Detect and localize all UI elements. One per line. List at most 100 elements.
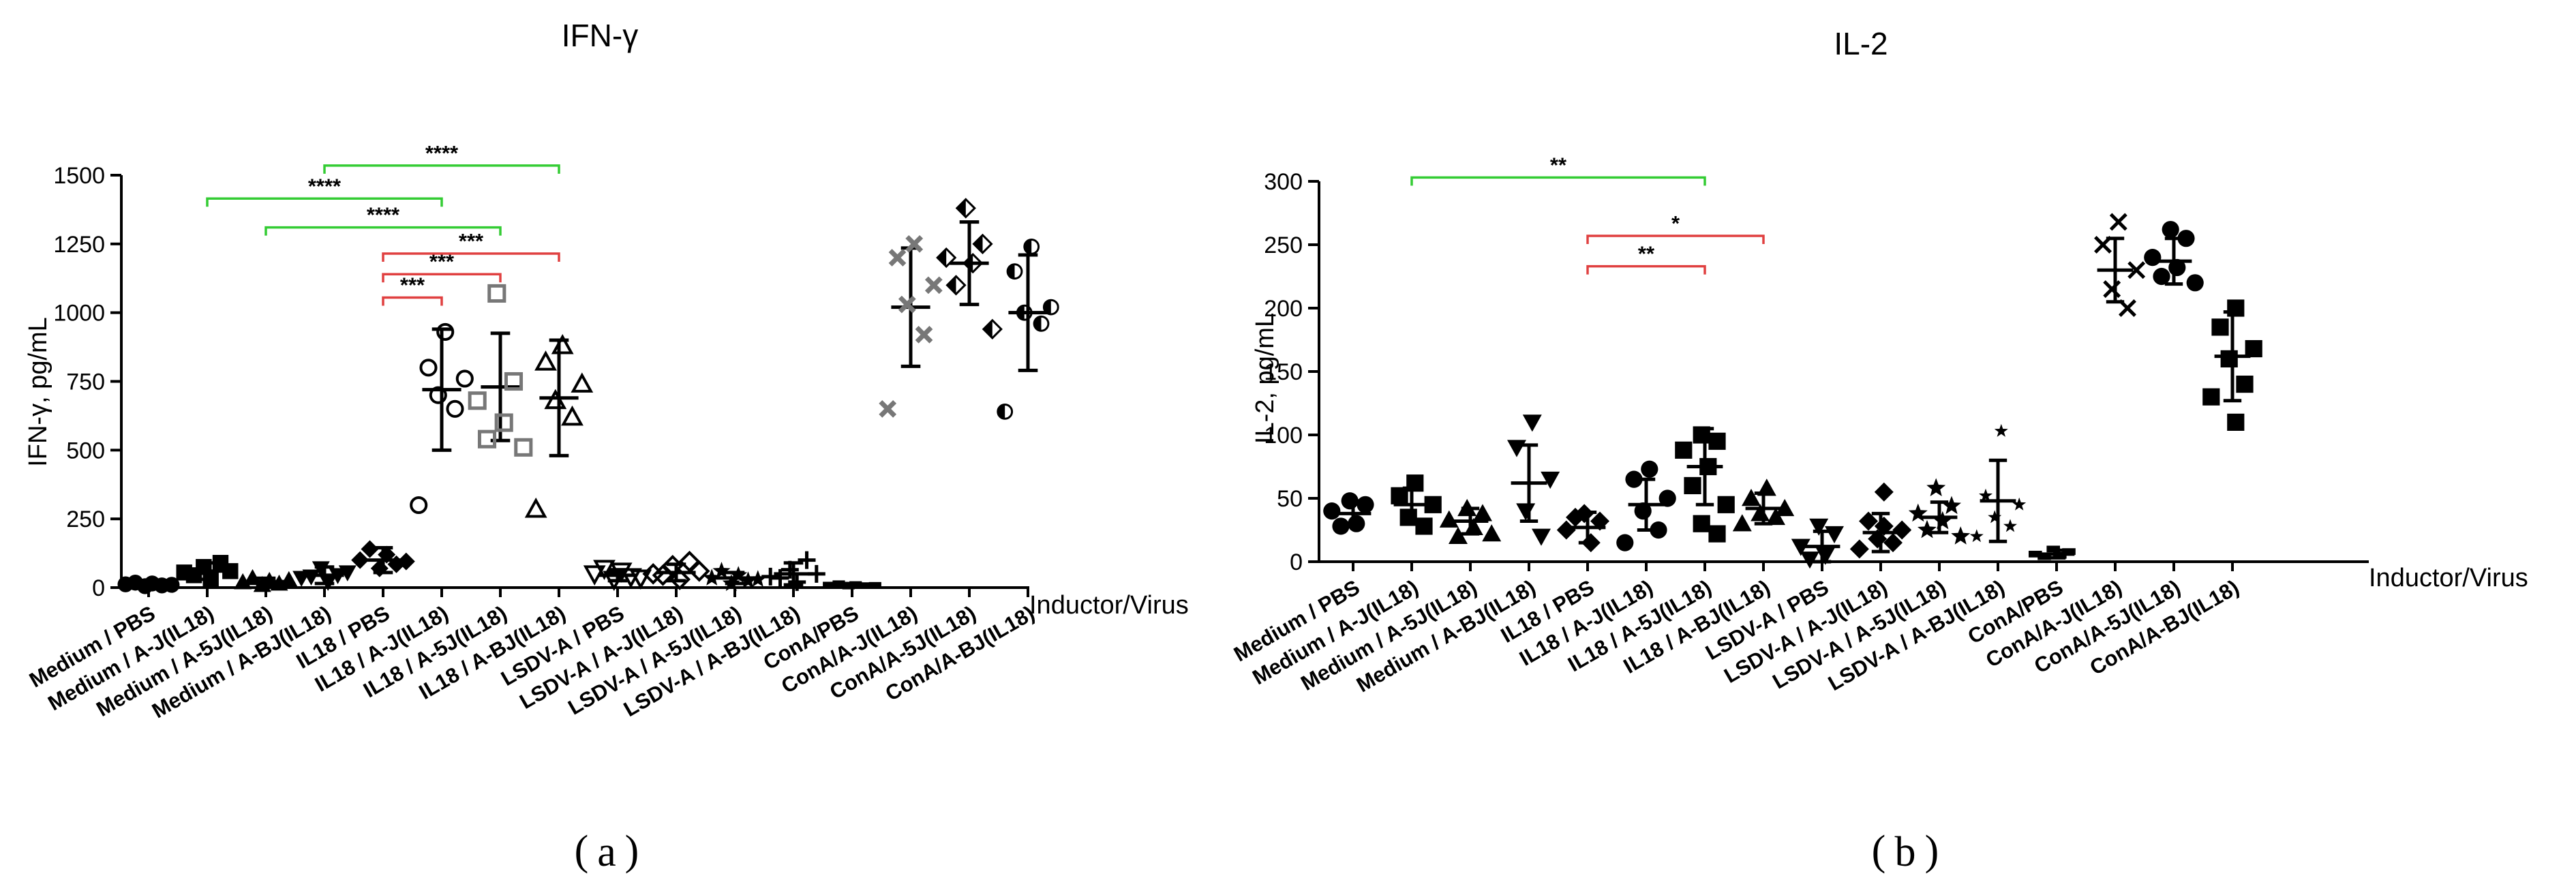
panel-b-data-point (1532, 528, 1551, 546)
panel-b-data-point (2103, 280, 2121, 299)
panel-b-data-point (2127, 261, 2146, 279)
panel-b-data-point (1341, 492, 1359, 510)
panel-b-y-tick-label: 300 (1264, 169, 1303, 195)
panel-a-data-point (849, 581, 862, 588)
panel-b-data-point (2062, 548, 2076, 556)
panel-a-data-point (446, 399, 464, 418)
panel-a-data-point (410, 496, 428, 515)
panel-a-data-point-fill (964, 254, 973, 273)
panel-b-data-point (2119, 299, 2136, 317)
panel-a-label-paren-open: ( (575, 828, 589, 874)
panel-a-data-point (279, 571, 298, 588)
panel-a-data-point (504, 372, 524, 391)
panel-b-data-point (2037, 553, 2051, 560)
panel-b-data-point (1449, 526, 1468, 544)
panel-b-data-point (1918, 519, 1937, 539)
panel-b-data-point (2202, 388, 2220, 406)
panel-a-y-tick-label: 500 (66, 438, 105, 464)
panel-a-data-point (729, 566, 748, 583)
panel-b-y-tick-label: 150 (1264, 359, 1303, 385)
panel-b-data-point (2046, 545, 2060, 553)
panel-a-data-point (534, 350, 557, 371)
panel-a-data-point (144, 575, 160, 592)
panel-b-data-point (2227, 299, 2245, 317)
panel-a-label: a (597, 829, 616, 875)
panel-a-data-point (243, 569, 262, 586)
panel-b-data-point (1464, 517, 1483, 535)
panel-a-y-tick-label: 0 (92, 575, 105, 601)
panel-a-data-point (832, 580, 845, 587)
panel-a-data-point-fill (1044, 300, 1051, 314)
panel-a-label-paren-close: ) (625, 828, 639, 874)
panel-b-label: b (1895, 829, 1916, 875)
panel-b-data-point (2177, 230, 2195, 247)
panel-b-data-point (1815, 547, 1835, 565)
panel-b-data-point (2012, 497, 2027, 511)
panel-b-data-point (1634, 502, 1652, 520)
panel-a-data-point (888, 249, 907, 267)
panel-a-data-point (798, 551, 816, 569)
panel-a-y-axis-label: IFN-γ, pg/mL (24, 317, 52, 467)
panel-a-data-point (127, 575, 144, 591)
panel-a-data-point (329, 568, 347, 584)
panel-a-data-point (361, 540, 379, 558)
panel-b-label-paren-open: ( (1872, 828, 1886, 874)
panel-a-y-tick-label: 1000 (53, 301, 105, 327)
panel-b-data-point (1507, 440, 1526, 457)
panel-b-data-point (1684, 476, 1701, 494)
panel-b-y-axis-label: IL-2, pg/mL (1251, 313, 1279, 444)
panel-a-data-point (260, 571, 279, 588)
panel-b-data-point (1874, 482, 1894, 502)
panel-a-significance-bracket (382, 252, 560, 262)
panel-a-data-point (678, 550, 701, 573)
panel-b-y-tick-label: 50 (1277, 486, 1303, 512)
panel-a-data-point (842, 583, 855, 590)
panel-b-data-point (1699, 457, 1717, 476)
panel-b-data-point (1874, 516, 1894, 536)
panel-b-data-point (2153, 267, 2170, 286)
panel-a-data-point (419, 359, 438, 377)
panel-b-il2-chart: IL-2 IL-2, pg/mL Inductor/Virus b ( ) 0 5… (1230, 26, 2528, 875)
panel-a-data-point (351, 551, 369, 569)
panel-a-data-point (781, 560, 799, 579)
panel-a-data-point (879, 399, 897, 418)
panel-a-data-point (669, 569, 691, 590)
panel-a-data-point (561, 405, 584, 426)
panel-a-data-point (378, 545, 396, 564)
panel-b-data-point (2168, 258, 2186, 277)
panel-b-data-point (1742, 489, 1761, 506)
panel-a-data-point (468, 391, 487, 410)
panel-a-data-point-fill (1017, 305, 1025, 320)
panel-a-data-point-fill (1024, 239, 1032, 254)
panel-b-data-point (1332, 517, 1350, 535)
panel-a-data-point (859, 582, 872, 589)
panel-a-y-tick-label: 1500 (53, 163, 105, 189)
panel-a-data-point (455, 369, 474, 388)
panel-b-data-point (1473, 504, 1492, 521)
panel-b-data-point (2003, 519, 2017, 532)
panel-a-data-point (397, 552, 415, 571)
panel-b-data-point (1541, 471, 1560, 489)
panel-a-data-point (494, 413, 513, 432)
panel-a-data-point (253, 575, 271, 592)
panel-b-data-point (2029, 550, 2042, 558)
panel-b-data-point (1883, 533, 1903, 553)
panel-b-data-point (2109, 213, 2127, 231)
panel-b-data-point (1757, 479, 1776, 496)
panel-a-y-tick-label: 250 (66, 506, 105, 532)
panel-a-significance-bracket (264, 226, 502, 236)
panel-a-data-point (703, 569, 721, 586)
panel-a-data-point (807, 564, 825, 583)
panel-a-significance-label: *** (400, 273, 425, 297)
panel-b-data-point (1516, 503, 1536, 521)
panel-a-data-point (712, 562, 731, 579)
panel-a-significance-label: **** (425, 141, 459, 165)
panel-b-data-point (1556, 520, 1576, 540)
panel-b-significance-label: ** (1550, 153, 1567, 177)
panel-b-data-point (1766, 507, 1785, 526)
panel-a-data-point (487, 284, 506, 303)
panel-b-data-point (2144, 249, 2162, 267)
panel-a-data-point (788, 573, 806, 591)
panel-b-data-point (1625, 470, 1643, 488)
panel-a-title: IFN-γ (562, 18, 638, 53)
